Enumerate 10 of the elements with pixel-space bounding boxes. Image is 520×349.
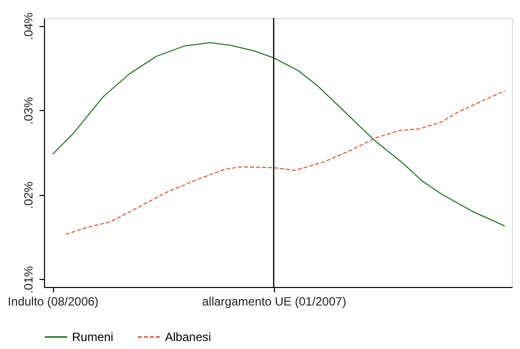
line-series	[65, 90, 506, 235]
y-tick-label: .04%	[22, 12, 36, 40]
x-tick-label: allargamento UE (01/2007)	[202, 294, 346, 308]
y-tick-label: .03%	[22, 96, 36, 124]
line-series	[52, 42, 506, 226]
legend-label: Albanesi	[165, 330, 212, 344]
y-tick-label: .02%	[22, 181, 36, 209]
legend-label: Rumeni	[72, 330, 114, 344]
y-tick-label: .01%	[22, 266, 36, 294]
x-tick-label: Indulto (08/2006)	[8, 294, 99, 308]
